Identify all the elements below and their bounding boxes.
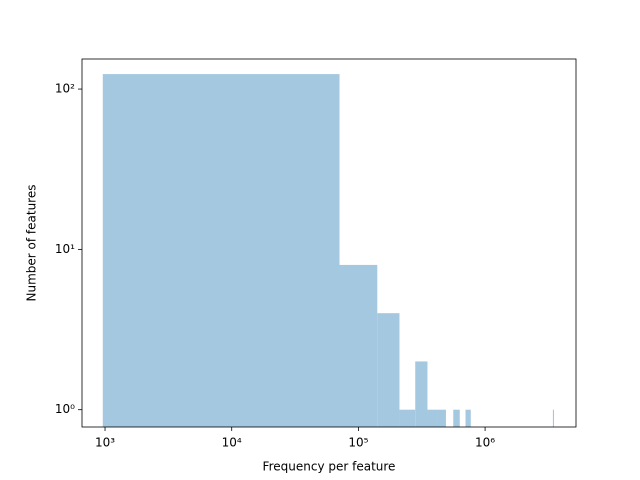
x-tick-label: 10³ [95, 436, 115, 450]
x-tick-label: 10⁵ [348, 436, 368, 450]
bar [465, 409, 471, 427]
bar [427, 409, 438, 427]
bar [399, 409, 416, 427]
y-tick-label: 10¹ [55, 242, 75, 256]
y-tick-label: 10² [55, 82, 75, 96]
bar [339, 264, 378, 427]
plot-frame [81, 58, 577, 428]
bar [437, 409, 446, 427]
y-axis-label: Number of features [25, 185, 39, 302]
x-tick-label: 10⁶ [475, 436, 495, 450]
bar [552, 409, 555, 427]
bar [102, 74, 340, 427]
x-tick-label: 10⁴ [222, 436, 242, 450]
bar [377, 313, 400, 427]
y-tick-label: 10⁰ [55, 402, 75, 416]
bar [453, 409, 460, 427]
bar [415, 361, 428, 427]
x-axis-label: Frequency per feature [263, 460, 396, 474]
